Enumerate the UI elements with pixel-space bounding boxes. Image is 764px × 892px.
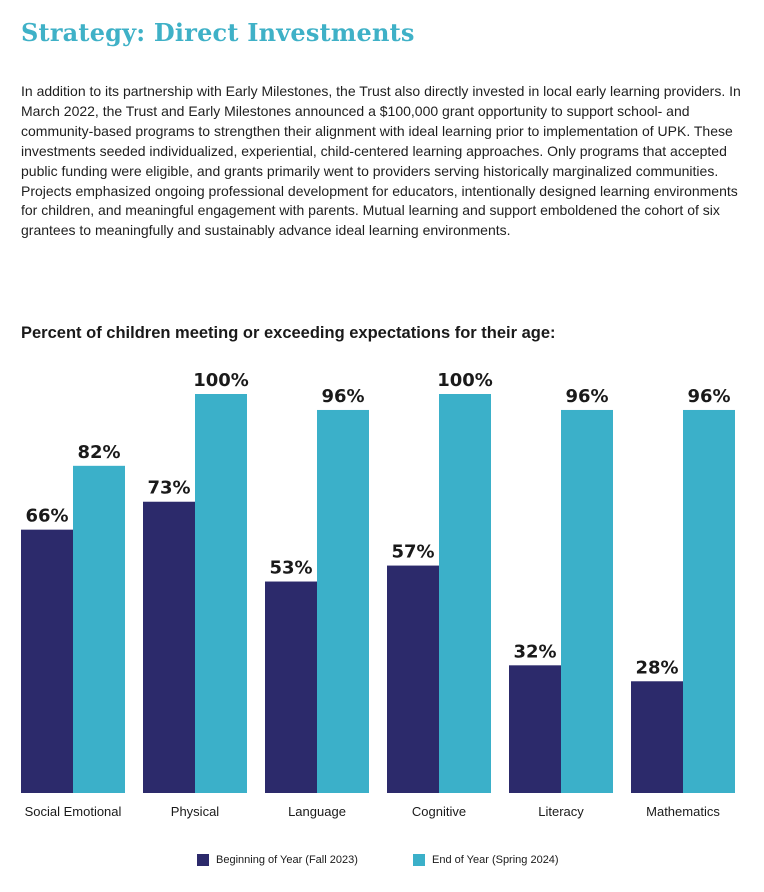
value-label-language-beginning: 53% [269, 558, 312, 579]
value-label-physical-beginning: 73% [147, 478, 190, 499]
category-label-mathematics: Mathematics [646, 804, 720, 819]
bar-mathematics-beginning [631, 681, 683, 793]
legend-swatch-beginning [197, 854, 209, 866]
value-label-literacy-end: 96% [565, 386, 608, 407]
category-label-language: Language [288, 804, 346, 819]
legend-label-beginning: Beginning of Year (Fall 2023) [216, 854, 358, 866]
bar-language-end [317, 409, 369, 793]
intro-paragraph: In addition to its partnership with Earl… [21, 83, 741, 239]
bar-mathematics-end [683, 409, 735, 793]
category-label-social-emotional: Social Emotional [25, 804, 122, 819]
bar-social-emotional-end [73, 465, 125, 793]
value-label-mathematics-end: 96% [687, 386, 730, 407]
bar-cognitive-end [439, 394, 491, 793]
bar-cognitive-beginning [387, 565, 439, 793]
category-label-physical: Physical [171, 804, 220, 819]
value-label-social-emotional-beginning: 66% [25, 506, 68, 527]
chart-legend: Beginning of Year (Fall 2023) End of Yea… [0, 854, 764, 870]
legend-swatch-end [413, 854, 425, 866]
bar-physical-beginning [143, 501, 195, 793]
category-label-literacy: Literacy [538, 804, 584, 819]
bar-literacy-end [561, 409, 613, 793]
value-label-literacy-beginning: 32% [513, 641, 556, 662]
value-label-language-end: 96% [321, 386, 364, 407]
bar-physical-end [195, 394, 247, 793]
category-label-cognitive: Cognitive [412, 804, 466, 819]
legend-label-end: End of Year (Spring 2024) [432, 854, 559, 866]
bar-language-beginning [265, 581, 317, 793]
value-label-cognitive-end: 100% [437, 370, 493, 391]
page-title: Strategy: Direct Investments [21, 18, 415, 47]
value-label-cognitive-beginning: 57% [391, 542, 434, 563]
bar-literacy-beginning [509, 665, 561, 793]
legend-item-end: End of Year (Spring 2024) [413, 854, 559, 866]
value-label-social-emotional-end: 82% [77, 442, 120, 463]
value-label-mathematics-beginning: 28% [635, 657, 678, 678]
bar-social-emotional-beginning [21, 529, 73, 793]
legend-item-beginning: Beginning of Year (Fall 2023) [197, 854, 358, 866]
value-label-physical-end: 100% [193, 370, 249, 391]
chart-title: Percent of children meeting or exceeding… [21, 324, 556, 342]
